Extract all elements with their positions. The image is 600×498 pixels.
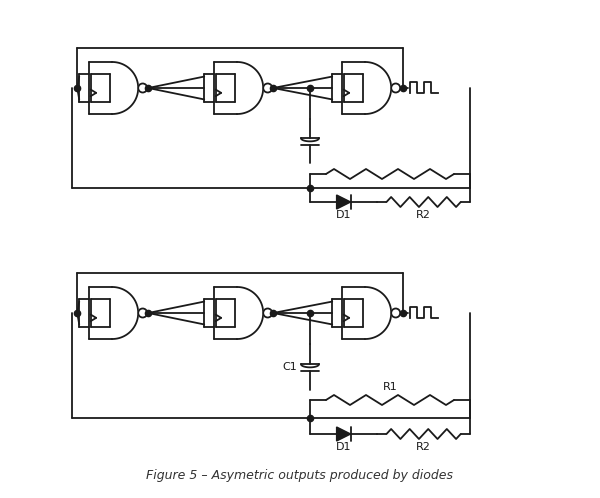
Circle shape: [263, 84, 272, 93]
Text: D1: D1: [336, 210, 352, 220]
Text: R2: R2: [416, 210, 431, 220]
Polygon shape: [337, 427, 350, 441]
Circle shape: [263, 308, 272, 318]
Text: Figure 5 – Asymetric outputs produced by diodes: Figure 5 – Asymetric outputs produced by…: [146, 470, 454, 483]
Circle shape: [391, 308, 400, 318]
Circle shape: [138, 308, 147, 318]
Circle shape: [138, 84, 147, 93]
Text: R1: R1: [383, 382, 397, 392]
Text: D1: D1: [336, 442, 352, 452]
Circle shape: [391, 84, 400, 93]
Text: R2: R2: [416, 442, 431, 452]
Polygon shape: [337, 195, 350, 209]
Text: C1: C1: [282, 362, 297, 372]
